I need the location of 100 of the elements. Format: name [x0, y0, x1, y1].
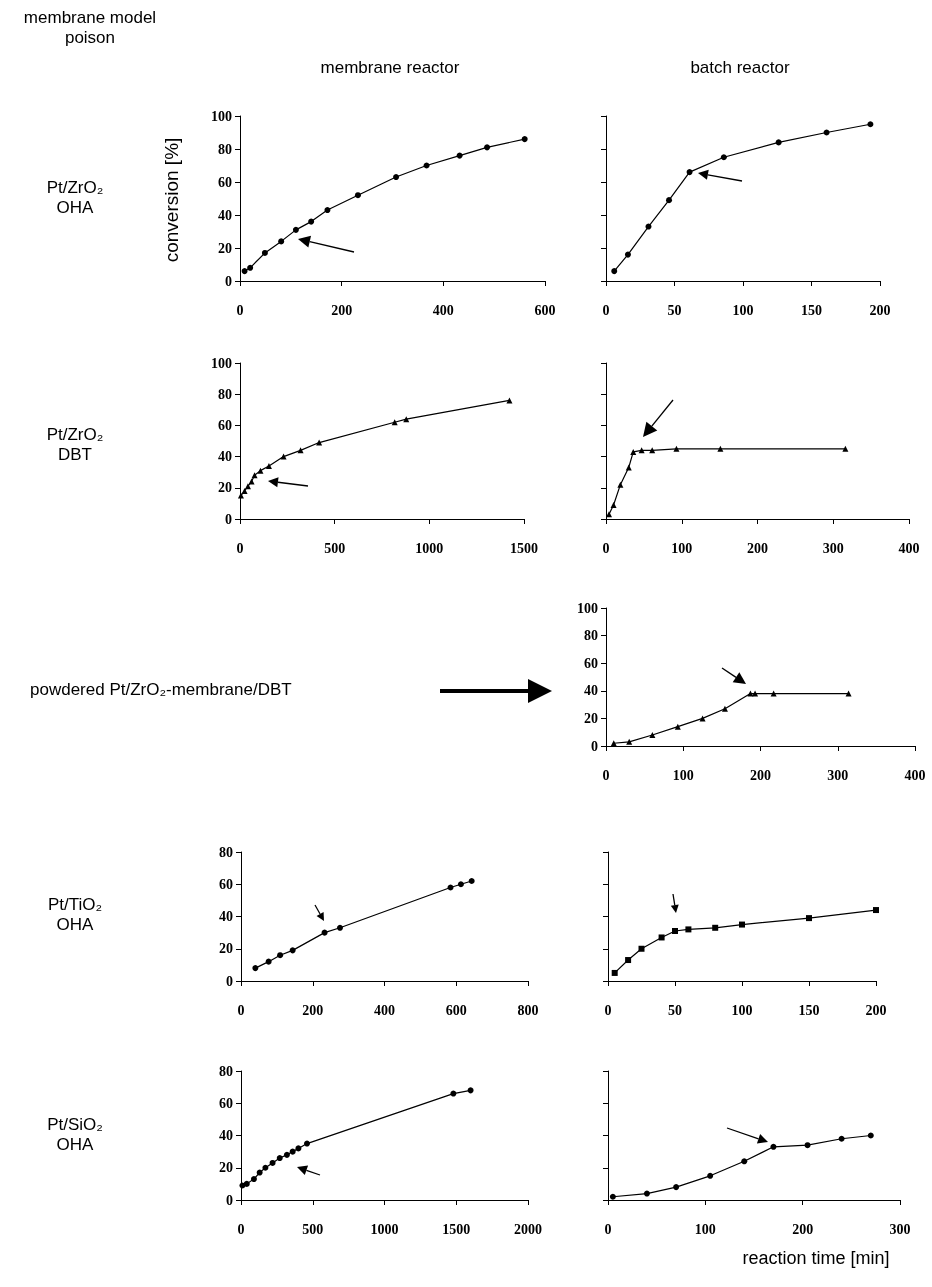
point [624, 251, 631, 258]
x-tick-label: 0 [237, 1221, 245, 1237]
point [721, 705, 728, 712]
x-tick-label: 150 [798, 1002, 820, 1018]
x-tick-label: 300 [889, 1221, 911, 1237]
point [393, 174, 400, 181]
x-tick-label: 600 [534, 302, 556, 318]
y-tick-label: 80 [219, 844, 233, 860]
point [243, 1180, 250, 1187]
y-tick-label: 60 [584, 655, 598, 671]
point [712, 924, 719, 931]
point [643, 1190, 650, 1197]
point [521, 136, 528, 143]
point [321, 929, 328, 936]
x-tick-label: 1000 [370, 1221, 399, 1237]
point [250, 1176, 257, 1183]
x-tick-label: 400 [898, 540, 920, 556]
point [747, 690, 754, 697]
text: Pt/ZrO₂ OHA [45, 178, 105, 218]
text: Pt/TiO₂ OHA [46, 895, 104, 935]
point [717, 445, 724, 452]
point [265, 462, 272, 469]
point [265, 958, 272, 965]
point [277, 952, 284, 959]
point [269, 1159, 276, 1166]
x-tick-label: 300 [822, 540, 844, 556]
point [262, 1164, 269, 1171]
x-tick-label: 400 [904, 767, 926, 783]
x-tick-label: 100 [672, 767, 694, 783]
point [247, 264, 254, 271]
point [630, 448, 637, 455]
y-tick-label: 0 [226, 973, 233, 989]
y-tick-label: 40 [218, 207, 232, 223]
x-tick-label: 1500 [442, 1221, 471, 1237]
point [775, 139, 782, 146]
x-tick-label: 1500 [510, 540, 538, 556]
y-tick-label: 100 [211, 355, 232, 371]
text: Pt/ZrO₂ DBT [45, 425, 105, 465]
y-tick-label: 40 [219, 909, 233, 924]
point [447, 884, 454, 891]
point [873, 907, 879, 914]
x-tick-label: 200 [747, 540, 768, 556]
x-tick-label: 200 [865, 1002, 887, 1018]
point [248, 478, 255, 485]
y-tick-label: 60 [218, 417, 232, 433]
y-tick-label: 60 [218, 174, 232, 190]
x-tick-label: 600 [445, 1002, 467, 1018]
x-tick-label: 400 [432, 302, 454, 318]
point [658, 934, 665, 941]
x-tick-label: 100 [694, 1221, 716, 1237]
point [674, 723, 681, 730]
y-tick-label: 40 [219, 1128, 233, 1143]
point [770, 690, 777, 697]
point [256, 1169, 263, 1176]
point [484, 144, 491, 151]
y-tick-label: 20 [219, 941, 233, 957]
point [611, 268, 618, 275]
point [610, 501, 617, 508]
text: Pt/SiO₂ OHA [46, 1115, 104, 1155]
x-tick-label: 50 [668, 1002, 682, 1018]
x-tick-label: 0 [602, 302, 610, 318]
point [423, 162, 430, 169]
text: membrane model poison [22, 8, 158, 48]
point [467, 1087, 474, 1094]
y-tick-label: 40 [584, 683, 598, 699]
y-tick-label: 20 [219, 1160, 233, 1176]
point [752, 690, 759, 697]
y-tick-label: 0 [591, 738, 598, 754]
y-tick-label: 100 [211, 108, 232, 124]
point [611, 969, 618, 976]
point [276, 1155, 283, 1162]
point [686, 169, 693, 176]
point [337, 924, 344, 931]
x-tick-label: 100 [731, 1002, 753, 1018]
point [450, 1090, 457, 1097]
y-tick-label: 20 [218, 480, 232, 496]
x-tick-label: 0 [237, 1002, 245, 1018]
x-tick-label: 0 [604, 1002, 612, 1018]
text: powdered Pt/ZrO₂-membrane/DBT [30, 680, 293, 700]
x-axis-title: reaction time [min] [741, 1248, 891, 1269]
point [468, 878, 475, 885]
point [456, 152, 463, 159]
y-tick-label: 20 [218, 240, 232, 256]
point [625, 464, 632, 471]
point [867, 121, 874, 128]
point [842, 445, 849, 452]
y-tick-label: 60 [219, 1095, 233, 1111]
chart-title: membrane reactor [319, 58, 461, 78]
point [278, 238, 285, 245]
point [244, 483, 251, 490]
y-tick-label: 40 [218, 449, 232, 465]
y-tick-label: 80 [219, 1063, 233, 1079]
point [295, 1145, 302, 1152]
point [257, 467, 264, 474]
point [457, 881, 464, 888]
point [649, 731, 656, 738]
point [241, 268, 248, 275]
point [673, 1184, 680, 1191]
point [252, 965, 259, 972]
point [316, 439, 323, 446]
